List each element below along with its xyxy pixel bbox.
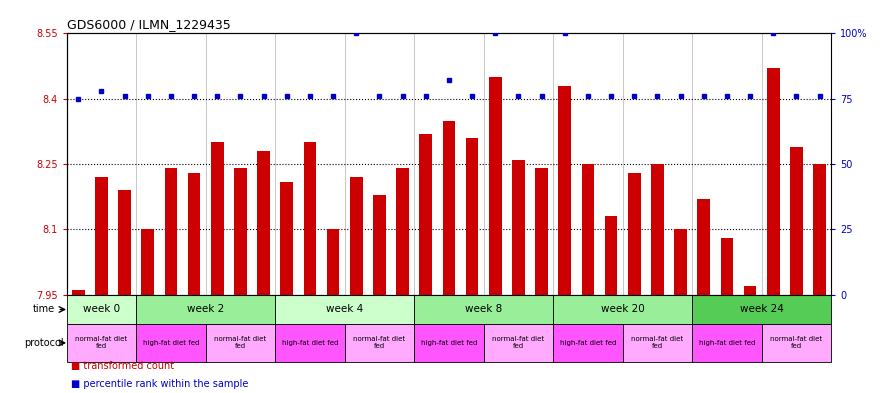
Bar xyxy=(512,160,525,295)
Text: normal-fat diet
fed: normal-fat diet fed xyxy=(354,336,405,349)
Bar xyxy=(141,230,154,295)
Text: normal-fat diet
fed: normal-fat diet fed xyxy=(771,336,822,349)
Text: high-fat diet fed: high-fat diet fed xyxy=(699,340,755,346)
Text: high-fat diet fed: high-fat diet fed xyxy=(282,340,338,346)
Bar xyxy=(553,324,622,362)
Bar xyxy=(373,195,386,295)
Bar xyxy=(414,324,484,362)
Bar xyxy=(484,324,553,362)
Bar xyxy=(813,164,826,295)
Bar xyxy=(188,173,201,295)
Bar xyxy=(420,134,432,295)
Bar xyxy=(414,295,553,324)
Text: week 0: week 0 xyxy=(83,305,120,314)
Text: week 24: week 24 xyxy=(740,305,783,314)
Text: high-fat diet fed: high-fat diet fed xyxy=(420,340,477,346)
Text: normal-fat diet
fed: normal-fat diet fed xyxy=(76,336,127,349)
Bar xyxy=(698,199,710,295)
Bar xyxy=(744,286,757,295)
Bar xyxy=(136,324,205,362)
Bar xyxy=(136,295,276,324)
Bar xyxy=(67,324,136,362)
Text: normal-fat diet
fed: normal-fat diet fed xyxy=(493,336,544,349)
Text: week 8: week 8 xyxy=(465,305,502,314)
Text: normal-fat diet
fed: normal-fat diet fed xyxy=(631,336,684,349)
Text: high-fat diet fed: high-fat diet fed xyxy=(143,340,199,346)
Bar xyxy=(628,173,641,295)
Text: ■ percentile rank within the sample: ■ percentile rank within the sample xyxy=(71,379,249,389)
Bar xyxy=(622,324,693,362)
Bar xyxy=(558,86,571,295)
Bar xyxy=(443,121,455,295)
Text: week 4: week 4 xyxy=(326,305,364,314)
Bar xyxy=(489,77,501,295)
Bar xyxy=(280,182,293,295)
Bar xyxy=(234,169,247,295)
Bar xyxy=(693,324,762,362)
Text: normal-fat diet
fed: normal-fat diet fed xyxy=(214,336,267,349)
Text: week 20: week 20 xyxy=(601,305,645,314)
Bar xyxy=(581,164,595,295)
Bar xyxy=(651,164,664,295)
Bar xyxy=(762,324,831,362)
Text: GDS6000 / ILMN_1229435: GDS6000 / ILMN_1229435 xyxy=(67,18,230,31)
Text: week 2: week 2 xyxy=(187,305,224,314)
Bar xyxy=(553,295,693,324)
Bar xyxy=(693,295,831,324)
Bar xyxy=(466,138,478,295)
Bar xyxy=(72,290,84,295)
Bar xyxy=(535,169,548,295)
Bar xyxy=(276,324,345,362)
Bar xyxy=(674,230,687,295)
Bar xyxy=(67,295,136,324)
Bar xyxy=(211,142,224,295)
Bar xyxy=(205,324,276,362)
Bar xyxy=(164,169,177,295)
Bar xyxy=(721,238,733,295)
Bar xyxy=(257,151,270,295)
Bar xyxy=(350,177,363,295)
Bar xyxy=(767,68,780,295)
Bar xyxy=(303,142,316,295)
Bar xyxy=(396,169,409,295)
Bar xyxy=(345,324,414,362)
Bar xyxy=(327,230,340,295)
Bar xyxy=(95,177,108,295)
Text: high-fat diet fed: high-fat diet fed xyxy=(560,340,616,346)
Text: ■ transformed count: ■ transformed count xyxy=(71,362,174,371)
Text: protocol: protocol xyxy=(24,338,63,348)
Text: time: time xyxy=(32,305,54,314)
Bar xyxy=(605,216,618,295)
Bar xyxy=(276,295,414,324)
Bar xyxy=(118,190,131,295)
Bar xyxy=(790,147,803,295)
